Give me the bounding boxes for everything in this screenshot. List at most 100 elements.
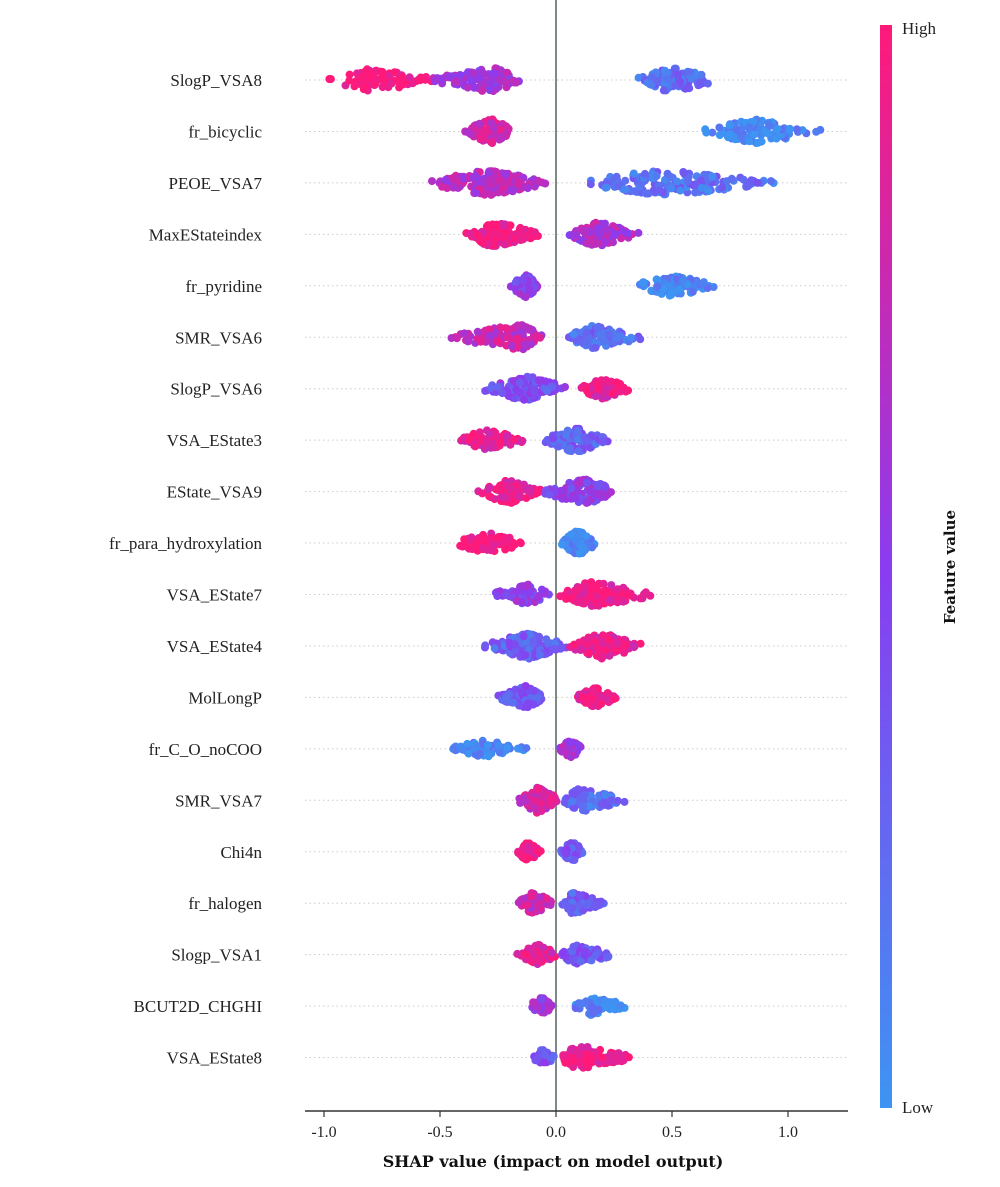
shap-point [584, 498, 593, 507]
shap-point [510, 640, 519, 649]
shap-point [531, 796, 540, 805]
shap-point [697, 183, 706, 192]
feature-label: SMR_VSA6 [175, 328, 262, 347]
shap-point [612, 334, 621, 342]
shap-point [603, 379, 612, 388]
shap-point [473, 327, 482, 336]
shap-point [571, 494, 580, 503]
shap-point [617, 234, 626, 243]
shap-point [523, 900, 532, 909]
shap-point [521, 950, 530, 959]
feature-label: VSA_EState4 [167, 637, 263, 656]
shap-point [493, 592, 502, 601]
shap-point [593, 644, 602, 653]
shap-point [441, 175, 450, 184]
shap-point [567, 530, 576, 539]
shap-point [603, 588, 612, 597]
shap-point [558, 949, 567, 957]
x-tick-label: -1.0 [311, 1124, 336, 1141]
shap-point [506, 483, 515, 492]
shap-point [627, 333, 635, 342]
shap-point [593, 489, 602, 498]
shap-point [456, 742, 465, 751]
shap-point [495, 538, 504, 547]
shap-point [508, 342, 517, 351]
shap-point [698, 279, 707, 288]
shap-point [663, 75, 672, 84]
shap-point [702, 128, 711, 137]
shap-point [345, 76, 354, 85]
shap-point [530, 387, 539, 396]
shap-point [535, 485, 544, 494]
shap-point [463, 542, 471, 551]
shap-point [575, 901, 584, 909]
shap-point [653, 282, 662, 291]
shap-point [494, 337, 503, 346]
shap-point [614, 182, 623, 191]
shap-point [708, 128, 717, 137]
shap-point [586, 1055, 595, 1064]
feature-label: fr_C_O_noCOO [149, 740, 262, 759]
shap-point [615, 1052, 624, 1061]
shap-point [679, 168, 688, 176]
shap-point [485, 484, 494, 493]
shap-point [471, 442, 480, 451]
shap-point [575, 479, 584, 488]
shap-point [618, 644, 627, 653]
shap-point [569, 790, 578, 799]
shap-point [687, 74, 696, 83]
shap-point [750, 130, 758, 139]
shap-point [753, 178, 762, 187]
shap-point [481, 641, 490, 650]
shap-point [472, 741, 481, 750]
shap-point [365, 68, 374, 77]
shap-point [601, 646, 610, 655]
shap-point [573, 435, 582, 444]
shap-point [471, 540, 480, 549]
shap-point [492, 222, 501, 231]
shap-point [470, 83, 479, 92]
shap-point [676, 77, 685, 86]
shap-point [613, 638, 622, 647]
shap-point [537, 585, 546, 594]
shap-point [619, 383, 628, 392]
shap-point [463, 83, 472, 92]
shap-point [516, 236, 525, 244]
shap-point [725, 121, 734, 130]
shap-point [715, 123, 724, 132]
shap-point [535, 650, 544, 659]
shap-point [533, 900, 542, 909]
shap-point [675, 285, 684, 294]
shap-point [504, 534, 513, 543]
x-tick-label: -0.5 [427, 1124, 452, 1141]
shap-point [488, 230, 497, 239]
shap-point [533, 693, 542, 702]
shap-point [506, 221, 515, 230]
shap-point [561, 1058, 570, 1067]
feature-label: Chi4n [220, 843, 262, 862]
shap-point [772, 134, 781, 143]
shap-point [557, 643, 566, 652]
shap-point [540, 1058, 549, 1067]
shap-point [665, 281, 674, 290]
shap-point [647, 286, 656, 295]
shap-point [676, 186, 685, 195]
shap-point [515, 378, 524, 387]
shap-point [580, 597, 589, 606]
shap-point [554, 442, 563, 451]
shap-point [541, 1050, 550, 1059]
shap-point [575, 549, 584, 558]
shap-point [576, 957, 585, 966]
shap-point [582, 329, 591, 338]
shap-point [695, 79, 704, 88]
shap-point [489, 69, 498, 77]
shap-point [593, 229, 602, 238]
shap-point [582, 437, 591, 446]
shap-point [597, 800, 606, 809]
shap-point [703, 284, 712, 292]
shap-point [515, 701, 524, 710]
feature-label: fr_para_hydroxylation [109, 534, 262, 553]
shap-point [572, 231, 581, 240]
